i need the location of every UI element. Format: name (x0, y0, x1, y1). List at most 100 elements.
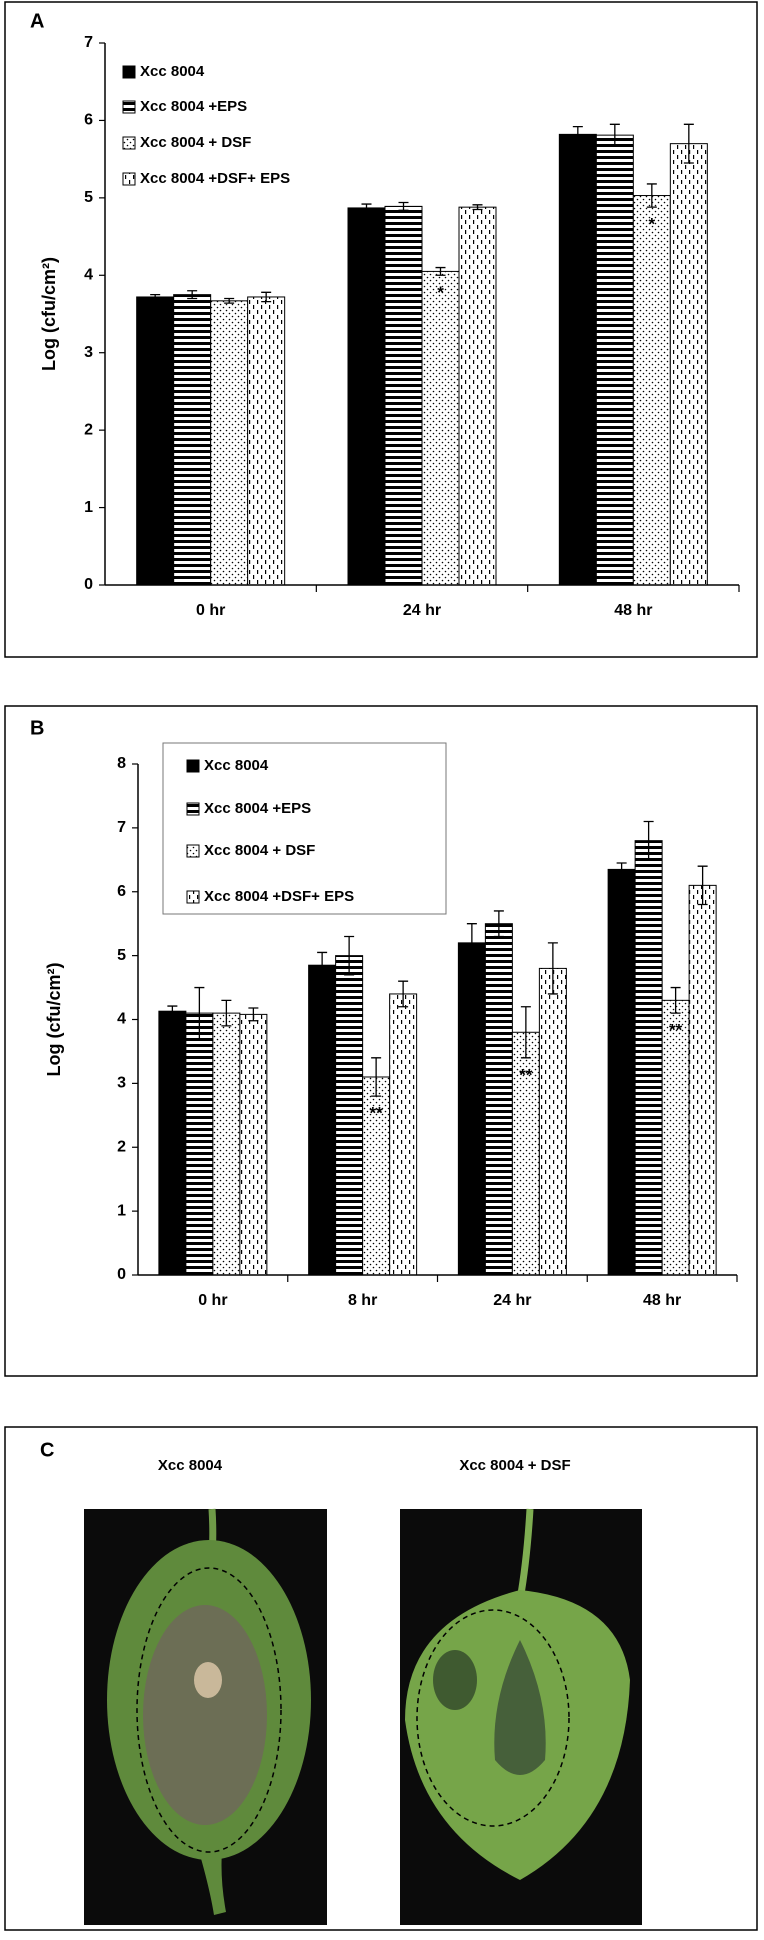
panel-frame (4, 1426, 758, 1931)
bar (212, 1012, 241, 1276)
error-bar (646, 183, 657, 208)
y-tick-label: 3 (84, 344, 93, 361)
error-bar (520, 1006, 531, 1059)
error-bar (670, 986, 681, 1014)
y-tick-label: 7 (117, 819, 126, 836)
error-bar (194, 986, 205, 1040)
legend-label: Xcc 8004 +DSF+ EPS (204, 888, 354, 905)
panel-frame (4, 705, 758, 1377)
error-bar (224, 297, 235, 304)
y-axis-label: Log (cfu/cm²) (39, 257, 59, 371)
caption: Xcc 8004 + DSF (459, 1457, 570, 1474)
error-bar (435, 266, 446, 276)
bar (335, 955, 364, 1276)
caption: Xcc 8004 (158, 1457, 223, 1474)
legend-label: Xcc 8004 + DSF (204, 842, 315, 859)
legend-label: Xcc 8004 (140, 63, 205, 80)
legend-label: Xcc 8004 +EPS (204, 800, 311, 817)
y-tick-label: 3 (117, 1075, 126, 1092)
bar (634, 840, 663, 1276)
error-bar (361, 203, 372, 213)
bar (484, 923, 513, 1276)
legend-swatch (122, 172, 136, 186)
legend-label: Xcc 8004 +EPS (140, 98, 247, 115)
error-bar (466, 923, 477, 963)
bar (558, 133, 597, 586)
legend-label: Xcc 8004 (204, 757, 269, 774)
error-bar (261, 291, 272, 303)
legend-swatch (186, 844, 200, 858)
bar (308, 964, 337, 1276)
error-bar (609, 123, 620, 147)
y-tick-label: 6 (84, 112, 93, 129)
legend-swatch (186, 802, 200, 816)
annotation: ** (370, 1104, 384, 1123)
y-tick-label: 4 (117, 1011, 126, 1028)
error-bar (493, 910, 504, 938)
bar (239, 1013, 268, 1276)
y-tick-label: 4 (84, 267, 93, 284)
bar (362, 1076, 391, 1276)
leaf-photo (400, 1508, 642, 1925)
error-bar (643, 820, 654, 861)
panel-frame (4, 1, 758, 658)
x-tick-label: 24 hr (493, 1292, 531, 1309)
error-bar (398, 201, 409, 211)
bar (389, 993, 418, 1276)
legend-box (162, 742, 447, 915)
error-bar (187, 290, 198, 300)
bar (158, 1010, 187, 1276)
bar (247, 296, 286, 586)
legend-swatch (186, 890, 200, 904)
legend-label: Xcc 8004 + DSF (140, 134, 251, 151)
panel-label: C (40, 1439, 54, 1461)
y-tick-label: 6 (117, 883, 126, 900)
leaf-photo (84, 1508, 327, 1925)
bar (384, 205, 423, 586)
bar (347, 207, 386, 586)
legend-swatch (122, 136, 136, 150)
error-bar (572, 125, 583, 143)
x-tick-label: 0 hr (198, 1292, 227, 1309)
annotation: ** (669, 1021, 683, 1040)
annotation: ** (519, 1065, 533, 1084)
y-tick-label: 0 (84, 576, 93, 593)
bar (136, 296, 175, 586)
y-tick-label: 0 (117, 1266, 126, 1283)
bar (421, 270, 460, 586)
x-tick-label: 48 hr (643, 1292, 681, 1309)
bar (538, 967, 567, 1276)
error-bar (371, 1057, 382, 1097)
legend-swatch (186, 759, 200, 773)
y-tick-label: 1 (84, 499, 93, 516)
bar (210, 300, 249, 586)
bar (173, 294, 212, 586)
y-tick-label: 1 (117, 1202, 126, 1219)
x-tick-label: 24 hr (403, 602, 441, 619)
legend-swatch (122, 65, 136, 79)
y-tick-label: 5 (84, 189, 93, 206)
error-bar (248, 1007, 259, 1022)
bar (607, 868, 636, 1276)
error-bar (317, 951, 328, 979)
bar (632, 195, 671, 586)
y-tick-label: 2 (117, 1138, 126, 1155)
annotation: * (649, 215, 656, 234)
panel-c: C Xcc 8004 Xcc 8004 + DSF (40, 1439, 642, 1925)
bar (669, 143, 708, 586)
bar (457, 942, 486, 1276)
y-tick-label: 2 (84, 421, 93, 438)
bar (185, 1012, 214, 1276)
x-tick-label: 8 hr (348, 1292, 377, 1309)
error-bar (472, 204, 483, 211)
error-bar (683, 123, 694, 164)
legend-label: Xcc 8004 +DSF+ EPS (140, 170, 290, 187)
x-tick-label: 0 hr (196, 602, 225, 619)
bar (511, 1031, 540, 1276)
bar (595, 134, 634, 586)
panel-label: A (30, 10, 44, 32)
panel-label: B (30, 717, 44, 739)
error-bar (697, 865, 708, 906)
y-tick-label: 5 (117, 947, 126, 964)
